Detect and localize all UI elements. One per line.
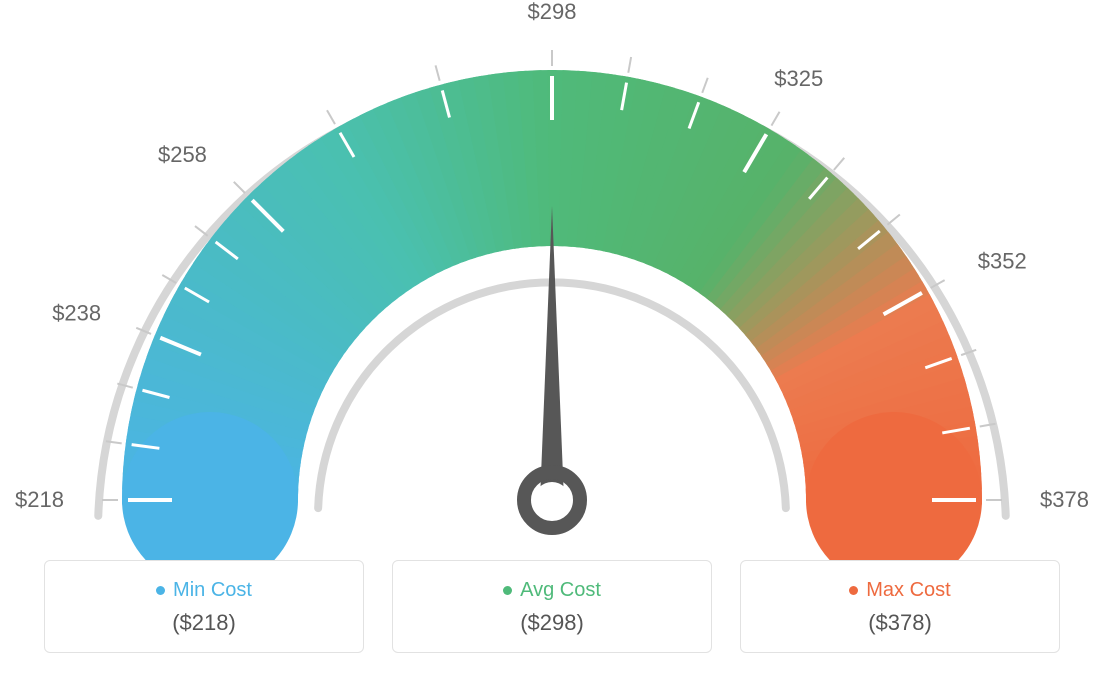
avg-dot-icon xyxy=(503,586,512,595)
gauge-needle xyxy=(540,206,564,500)
tick-label: $258 xyxy=(158,142,207,167)
avg-cost-value: ($298) xyxy=(405,610,699,636)
tick-label: $298 xyxy=(528,0,577,24)
tick-label: $218 xyxy=(15,487,64,512)
outer-tick xyxy=(771,112,779,126)
max-cost-title: Max Cost xyxy=(849,579,950,602)
tick-label: $352 xyxy=(978,249,1027,274)
outer-tick xyxy=(887,215,899,225)
gauge-svg: $218 $238 $258 $298 $325 $352 $378 xyxy=(0,0,1104,560)
outer-tick xyxy=(195,226,208,236)
max-cost-label: Max Cost xyxy=(866,579,950,602)
avg-cost-card: Avg Cost ($298) xyxy=(392,560,712,653)
min-cost-card: Min Cost ($218) xyxy=(44,560,364,653)
min-cost-title: Min Cost xyxy=(156,579,252,602)
min-dot-icon xyxy=(156,586,165,595)
tick-label: $378 xyxy=(1040,487,1089,512)
outer-tick xyxy=(834,158,844,170)
tick-label: $325 xyxy=(774,66,823,91)
max-cost-value: ($378) xyxy=(753,610,1047,636)
max-dot-icon xyxy=(849,586,858,595)
summary-cards: Min Cost ($218) Avg Cost ($298) Max Cost… xyxy=(0,560,1104,653)
outer-tick xyxy=(436,65,440,80)
outer-tick xyxy=(628,57,631,73)
max-cost-card: Max Cost ($378) xyxy=(740,560,1060,653)
min-cost-value: ($218) xyxy=(57,610,351,636)
needle-hub-inner xyxy=(534,482,570,518)
tick-label: $238 xyxy=(52,300,101,325)
outer-tick xyxy=(327,110,335,124)
outer-tick xyxy=(234,182,245,193)
avg-cost-label: Avg Cost xyxy=(520,579,601,602)
avg-cost-title: Avg Cost xyxy=(503,579,601,602)
gauge-container: $218 $238 $258 $298 $325 $352 $378 xyxy=(0,0,1104,560)
outer-tick xyxy=(702,78,708,93)
min-cost-label: Min Cost xyxy=(173,579,252,602)
